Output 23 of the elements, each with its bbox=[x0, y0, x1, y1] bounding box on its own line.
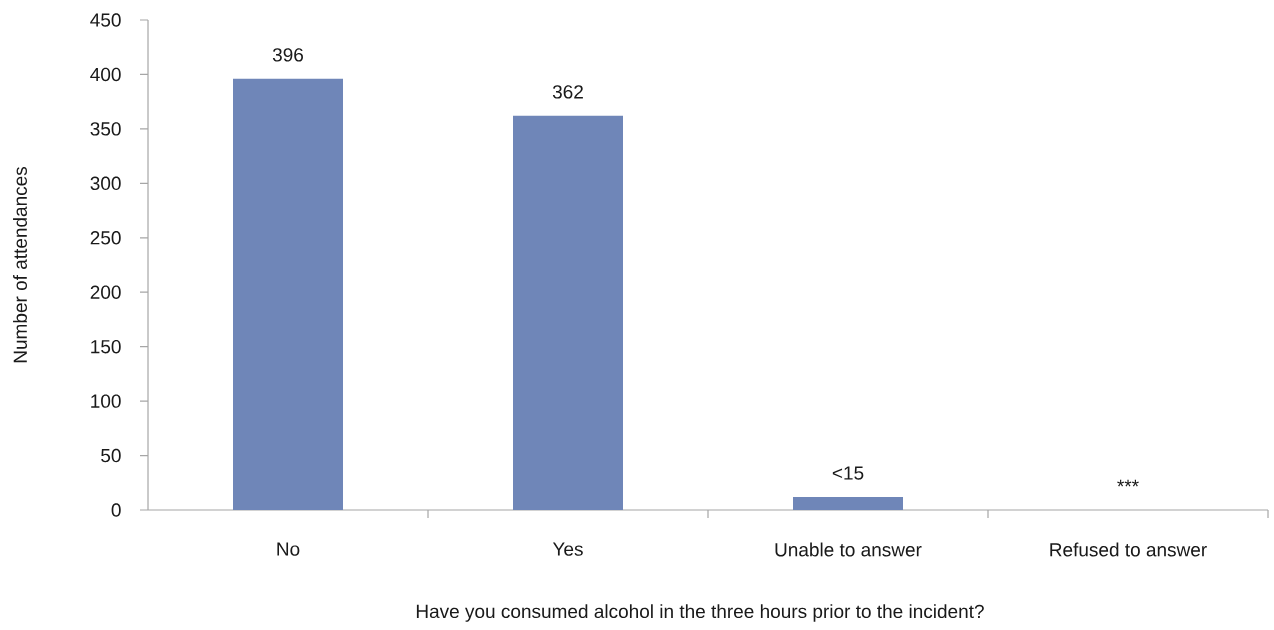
y-tick-label: 100 bbox=[91, 394, 121, 408]
text: *** bbox=[1117, 479, 1139, 487]
y-tick-label: 50 bbox=[101, 448, 121, 463]
y-tick-label: 250 bbox=[90, 231, 121, 245]
data-label: 362 bbox=[552, 85, 583, 99]
y-tick-label: 150 bbox=[91, 339, 121, 354]
x-tick-label: Unable to answer bbox=[775, 542, 922, 557]
bar bbox=[793, 496, 904, 510]
data-label: 396 bbox=[272, 48, 304, 62]
x-tick-label: Yes bbox=[552, 542, 583, 556]
bar bbox=[513, 115, 623, 510]
y-tick-label: 450 bbox=[90, 13, 121, 27]
y-tick-label: 0 bbox=[111, 503, 121, 517]
bar bbox=[233, 78, 344, 510]
y-tick-label: 400 bbox=[90, 67, 121, 82]
y-tick-label: 350 bbox=[90, 122, 121, 136]
x-tick-label: Refused to answer bbox=[1050, 542, 1207, 557]
x-tick-label: No bbox=[277, 542, 300, 556]
y-axis-title: Number of attendances bbox=[13, 166, 27, 363]
y-tick-label: 200 bbox=[90, 285, 121, 299]
y-tick-label: 300 bbox=[90, 176, 121, 191]
data-label: <15 bbox=[832, 466, 864, 480]
x-axis-title: Have you consumed alcohol in the three hours prior to the incident? bbox=[416, 604, 984, 622]
